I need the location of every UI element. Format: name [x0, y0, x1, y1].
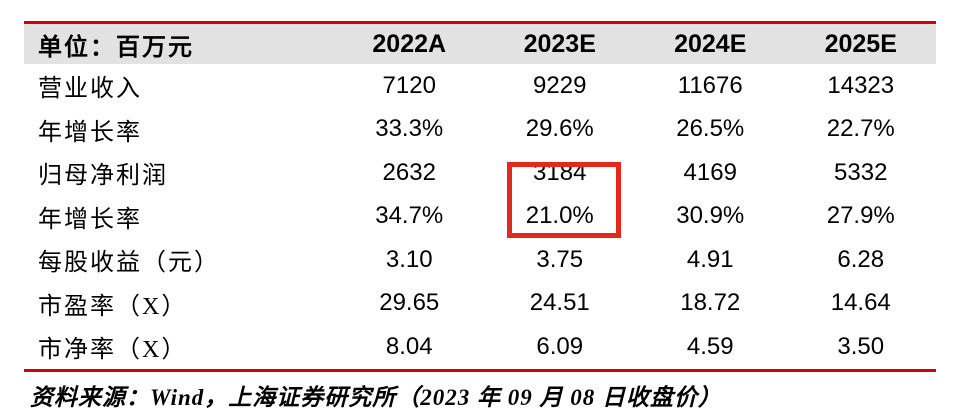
cell-value: 8.04	[385, 332, 433, 360]
row-label: 归母净利润	[38, 163, 168, 190]
cell-value: 14323	[827, 71, 895, 99]
cell-value: 29.65	[379, 289, 440, 317]
row-label: 年增长率	[38, 206, 142, 233]
column-header-2023e: 2023E	[523, 29, 596, 58]
row-label: 营业收入	[38, 76, 142, 103]
cell-value: 29.6%	[525, 115, 594, 143]
cell-value: 14.64	[830, 289, 891, 317]
table-row: 年增长率 33.3% 29.6% 26.5% 22.7%	[24, 108, 936, 152]
table-row: 市盈率（X） 29.65 24.51 18.72 14.64	[24, 282, 936, 326]
column-header-2024e: 2024E	[674, 29, 747, 58]
cell-value: 11676	[677, 71, 743, 99]
financial-forecast-table: 单位：百万元 2022A 2023E 2024E 2025E 营业收入 7120…	[24, 21, 936, 372]
cell-value: 33.3%	[375, 115, 444, 143]
cell-value: 30.9%	[676, 202, 745, 230]
table-row: 归母净利润 2632 3184 4169 5332	[24, 151, 936, 195]
cell-value: 24.51	[529, 289, 590, 317]
cell-value: 9229	[533, 71, 587, 99]
data-source-note: 资料来源：Wind，上海证券研究所（2023 年 09 月 08 日收盘价）	[30, 385, 723, 410]
cell-value: 2632	[382, 158, 436, 186]
cell-value-highlighted: 21.0%	[525, 202, 594, 230]
cell-value: 3.10	[385, 245, 433, 273]
table-row: 市净率（X） 8.04 6.09 4.59 3.50	[24, 325, 936, 369]
cell-value: 22.7%	[826, 115, 895, 143]
table-row: 年增长率 34.7% 21.0% 30.9% 27.9%	[24, 195, 936, 239]
cell-value: 26.5%	[676, 115, 745, 143]
cell-value: 6.09	[536, 332, 584, 360]
table-row: 营业收入 7120 9229 11676 14323	[24, 64, 936, 108]
cell-value: 4169	[683, 158, 737, 186]
row-label: 市盈率（X）	[38, 293, 188, 320]
table-header-row: 单位：百万元 2022A 2023E 2024E 2025E	[24, 24, 936, 64]
cell-value: 3.50	[837, 332, 885, 360]
cell-value: 4.59	[686, 332, 734, 360]
column-header-2022a: 2022A	[372, 29, 447, 58]
unit-label: 单位：百万元	[38, 34, 194, 61]
column-header-2025e: 2025E	[824, 29, 897, 58]
cell-value: 7120	[382, 71, 436, 99]
cell-value-highlighted: 3184	[533, 158, 587, 186]
cell-value: 27.9%	[826, 202, 895, 230]
cell-value: 3.75	[536, 245, 584, 273]
cell-value: 5332	[834, 158, 888, 186]
cell-value: 6.28	[837, 245, 885, 273]
row-label: 年增长率	[38, 119, 142, 146]
cell-value: 18.72	[680, 289, 741, 317]
table-row: 每股收益（元） 3.10 3.75 4.91 6.28	[24, 238, 936, 282]
row-label: 每股收益（元）	[38, 250, 220, 277]
cell-value: 4.91	[686, 245, 734, 273]
row-label: 市净率（X）	[38, 337, 188, 364]
cell-value: 34.7%	[375, 202, 444, 230]
